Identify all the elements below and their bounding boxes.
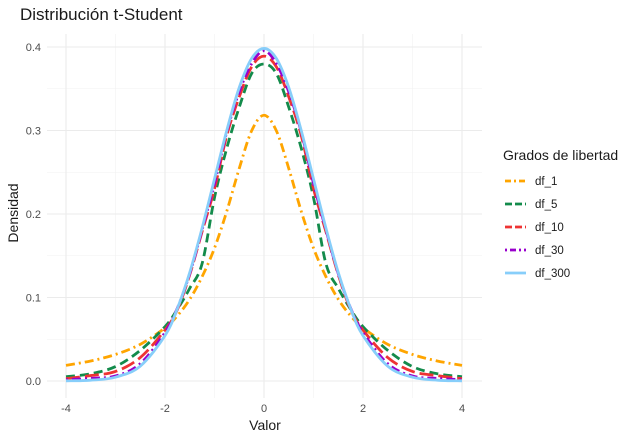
y-tick-label: 0.3 bbox=[26, 126, 41, 138]
legend-label-df-300: df_300 bbox=[535, 268, 570, 280]
legend-title: Grados de libertad bbox=[503, 147, 618, 163]
y-tick-label: 0.1 bbox=[26, 293, 41, 305]
y-axis-title: Densidad bbox=[5, 183, 21, 242]
x-tick-label: 4 bbox=[459, 403, 465, 415]
series-line-df-300 bbox=[65, 47, 463, 383]
x-tick-label: -2 bbox=[160, 403, 170, 415]
series-line-df-5 bbox=[65, 62, 463, 379]
x-tick-label: 2 bbox=[360, 403, 366, 415]
legend-label-df-5: df_5 bbox=[535, 199, 557, 211]
legend-label-df-1: df_1 bbox=[535, 176, 557, 188]
legend-label-df-10: df_10 bbox=[535, 222, 564, 234]
legend: Grados de libertad df_1 df_5 df_10 df_30 df_… bbox=[503, 147, 618, 280]
series-lines bbox=[65, 47, 463, 383]
x-tick-label: 0 bbox=[261, 403, 267, 415]
axis-ticks: -4 -2 0 2 4 0.0 0.1 0.2 0.3 0.4 bbox=[26, 42, 465, 415]
x-axis-title: Valor bbox=[249, 417, 281, 433]
x-tick-label: -4 bbox=[61, 403, 71, 415]
series-line-df-30 bbox=[65, 49, 463, 382]
chart-title: Distribución t-Student bbox=[20, 5, 183, 24]
series-line-df-10 bbox=[65, 54, 463, 381]
y-tick-label: 0.0 bbox=[26, 376, 41, 388]
legend-label-df-30: df_30 bbox=[535, 245, 564, 257]
y-tick-label: 0.4 bbox=[26, 42, 41, 54]
y-tick-label: 0.2 bbox=[26, 209, 41, 221]
